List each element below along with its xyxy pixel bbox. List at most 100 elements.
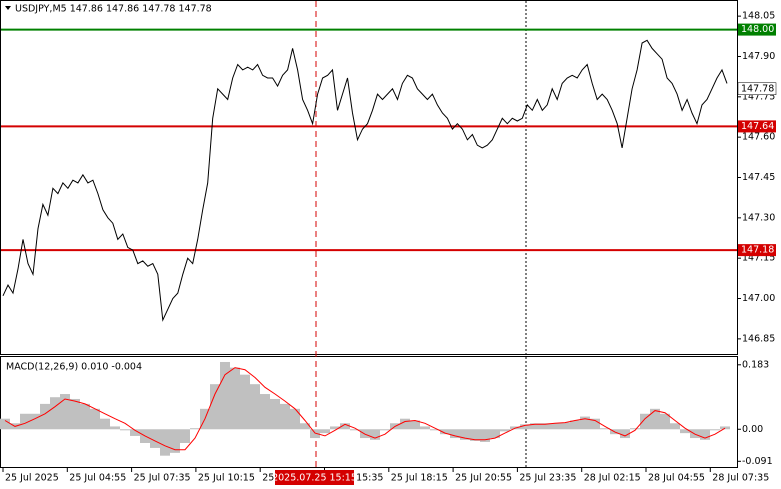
macd-bar: [170, 429, 180, 453]
macd-bar: [210, 384, 220, 430]
price-line: [2, 39, 728, 322]
macd-title: MACD(12,26,9) 0.010 -0.004: [6, 362, 142, 373]
macd-bar: [680, 429, 690, 434]
macd-bar: [660, 413, 670, 430]
macd-bar: [700, 429, 710, 440]
macd-bar: [310, 429, 320, 439]
macd-bar: [80, 403, 90, 430]
level-label: 147.64: [741, 121, 774, 132]
macd-bar: [570, 420, 580, 430]
macd-bar: [330, 426, 340, 430]
y-tick-label: 147.75: [742, 91, 775, 102]
x-tick-label: 28 Jul 02:15: [584, 473, 641, 484]
y-tick-label: 147.60: [742, 132, 775, 143]
macd-bar: [450, 429, 460, 439]
macd-bar: [400, 418, 410, 430]
macd-bar: [280, 403, 290, 430]
macd-bar: [290, 408, 300, 430]
last-price-box: [737, 82, 777, 95]
macd-bar: [640, 413, 650, 430]
macd-bar: [150, 429, 160, 448]
macd-bar: [480, 429, 490, 442]
signal-line: [4, 367, 726, 451]
level-label-box: [738, 120, 776, 133]
level-label: 148.00: [741, 24, 774, 35]
level-label-box: [738, 244, 776, 257]
header-icon: [5, 6, 11, 10]
last-price-label: 147.78: [741, 83, 774, 94]
macd-bar: [250, 384, 260, 430]
macd-bar: [240, 374, 250, 430]
x-tick-label: 25 Jul 23:35: [519, 473, 576, 484]
macd-bar: [490, 429, 500, 439]
x-tick-label: 25 Jul 04:55: [69, 473, 126, 484]
macd-bar: [120, 429, 130, 431]
macd-bar: [50, 397, 60, 430]
y-tick-label: 147.30: [742, 212, 775, 223]
macd-bar: [540, 423, 550, 430]
macd-bar: [430, 429, 440, 431]
x-tick-label: 25 Jul 07:35: [134, 473, 191, 484]
level-label-box: [738, 23, 776, 36]
macd-bar: [0, 418, 10, 430]
macd-bar: [710, 429, 720, 431]
macd-panel-frame: [0, 356, 738, 468]
macd-bar: [420, 426, 430, 430]
crosshair-label: 2025.07.25 15:15: [272, 473, 357, 484]
macd-bar: [630, 428, 640, 430]
x-tick-label: 28 Jul 07:35: [712, 473, 769, 484]
macd-bar: [530, 423, 540, 430]
y-tick-label: 146.85: [742, 333, 775, 344]
x-tick-label: 25 Jul 2025: [5, 473, 59, 484]
macd-bar: [670, 423, 680, 430]
macd-bar: [560, 422, 570, 430]
macd-bar: [160, 429, 170, 456]
macd-bar: [650, 408, 660, 430]
macd-bar: [350, 429, 360, 431]
macd-bar: [470, 429, 480, 441]
level-label: 147.18: [741, 245, 774, 256]
macd-bar: [340, 423, 350, 430]
macd-bar: [460, 429, 470, 440]
x-tick-label: 25 Jul 18:15: [391, 473, 448, 484]
macd-bar: [20, 413, 30, 430]
macd-bar: [500, 429, 510, 432]
macd-bar: [220, 361, 230, 430]
crosshair-label-box: [275, 470, 354, 485]
macd-bar: [60, 394, 70, 430]
macd-bar: [190, 428, 200, 430]
x-tick-label: 28 Jul 04:55: [648, 473, 705, 484]
macd-bar: [110, 426, 120, 430]
macd-bar: [70, 398, 80, 430]
macd-bar: [620, 429, 630, 439]
x-tick-label: 25 Jul 20:55: [455, 473, 512, 484]
macd-bar: [260, 394, 270, 430]
macd-bar: [300, 423, 310, 430]
macd-bar: [410, 420, 420, 430]
y-tick-label: 148.05: [742, 11, 775, 22]
macd-bar: [40, 403, 50, 430]
macd-bar: [370, 429, 380, 440]
y-tick-label: -0.091: [742, 456, 773, 467]
macd-bar: [380, 429, 390, 431]
chart-title: USDJPY,M5 147.86 147.86 147.78 147.78: [15, 4, 212, 15]
macd-bar: [440, 429, 450, 435]
x-tick-label: 25 Jul 15:35: [327, 473, 384, 484]
y-tick-label: 147.45: [742, 172, 775, 183]
macd-bar: [720, 426, 730, 430]
macd-bar: [600, 428, 610, 430]
macd-bar: [550, 423, 560, 430]
y-tick-label: 0.00: [742, 424, 763, 435]
macd-bar: [520, 424, 530, 430]
macd-bar: [90, 408, 100, 430]
macd-bar: [130, 429, 140, 436]
y-tick-label: 147.00: [742, 293, 775, 304]
y-tick-label: 147.90: [742, 51, 775, 62]
macd-bar: [180, 429, 190, 443]
macd-bar: [580, 416, 590, 430]
y-tick-label: 0.183: [742, 359, 769, 370]
macd-bar: [590, 418, 600, 430]
x-tick-label: 25 Jul 10:15: [198, 473, 255, 484]
